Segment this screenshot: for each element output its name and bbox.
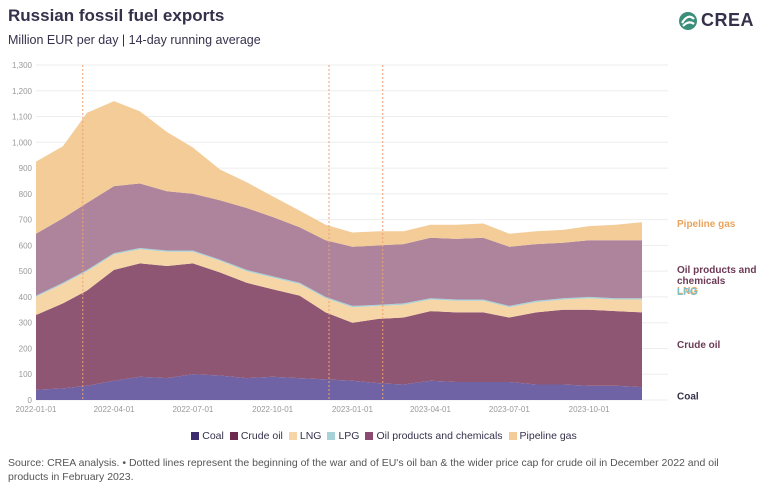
legend-item-lpg: LPG — [327, 430, 359, 442]
y-tick-label: 300 — [19, 319, 33, 328]
chart-title: Russian fossil fuel exports — [8, 6, 225, 25]
legend-item-oil-products: Oil products and chemicals — [365, 430, 503, 442]
legend-item-coal: Coal — [191, 430, 224, 442]
x-tick-label: 2022-01-01 — [16, 405, 57, 414]
chart-legend: Coal Crude oil LNG LPG Oil products and chem… — [0, 430, 768, 442]
legend-swatch — [327, 432, 336, 440]
series-area-coal — [36, 374, 642, 400]
end-label-pipeline-gas: Pipeline gas — [677, 219, 736, 230]
legend-label: Coal — [202, 430, 224, 442]
stacked-area-chart: 0 100 200 300 400 500 600 700 800 900 1,000 1,100 1,… — [12, 61, 756, 414]
y-tick-label: 800 — [19, 190, 33, 199]
legend-label: Oil products and chemicals — [376, 430, 503, 442]
series-area-crude-oil — [36, 263, 642, 390]
legend-item-crude-oil: Crude oil — [229, 430, 283, 442]
legend-swatch — [365, 432, 374, 440]
legend-label: Crude oil — [240, 430, 283, 442]
chart-subtitle: Million EUR per day | 14-day running ave… — [8, 33, 261, 47]
y-tick-label: 600 — [19, 241, 33, 250]
x-tick-label: 2023-04-01 — [410, 405, 451, 414]
y-tick-label: 1,100 — [12, 113, 33, 122]
y-tick-label: 400 — [19, 293, 33, 302]
crea-logo-text: CREA — [700, 10, 754, 30]
x-tick-label: 2023-01-01 — [332, 405, 373, 414]
source-note: Source: CREA analysis. • Dotted lines re… — [8, 457, 719, 483]
legend-label: Pipeline gas — [519, 430, 577, 442]
y-tick-label: 1,000 — [12, 138, 33, 147]
y-tick-label: 1,300 — [12, 61, 33, 70]
end-label-lng: LNG — [677, 286, 698, 297]
y-tick-label: 700 — [19, 216, 33, 225]
y-tick-label: 500 — [19, 267, 33, 276]
y-tick-label: 1,200 — [12, 87, 33, 96]
legend-item-lng: LNG — [288, 430, 322, 442]
y-tick-label: 100 — [19, 370, 33, 379]
series-area-oil-products — [36, 183, 642, 306]
y-tick-label: 900 — [19, 164, 33, 173]
x-tick-label: 2022-10-01 — [252, 405, 293, 414]
legend-label: LNG — [299, 430, 322, 442]
crea-logo: CREA — [678, 10, 754, 31]
series-area-pipeline-gas — [36, 101, 642, 247]
end-label-lpg: LPG — [677, 287, 698, 298]
legend-swatch — [288, 432, 297, 440]
crea-logo-icon — [678, 11, 697, 30]
x-tick-label: 2023-10-01 — [569, 405, 610, 414]
legend-swatch — [508, 432, 517, 440]
legend-swatch — [191, 432, 200, 440]
end-label-crude-oil: Crude oil — [677, 340, 721, 351]
x-tick-label: 2022-07-01 — [172, 405, 213, 414]
series-area-lng — [36, 249, 642, 323]
legend-item-pipeline-gas: Pipeline gas — [508, 430, 577, 442]
end-label-oil-products: Oil products and chemicals — [677, 265, 756, 287]
legend-swatch — [229, 432, 238, 440]
end-label-coal: Coal — [677, 392, 699, 403]
legend-label: LPG — [338, 430, 360, 442]
y-tick-label: 0 — [28, 396, 33, 405]
x-tick-label: 2022-04-01 — [94, 405, 135, 414]
x-tick-label: 2023-07-01 — [489, 405, 530, 414]
y-tick-label: 200 — [19, 344, 33, 353]
